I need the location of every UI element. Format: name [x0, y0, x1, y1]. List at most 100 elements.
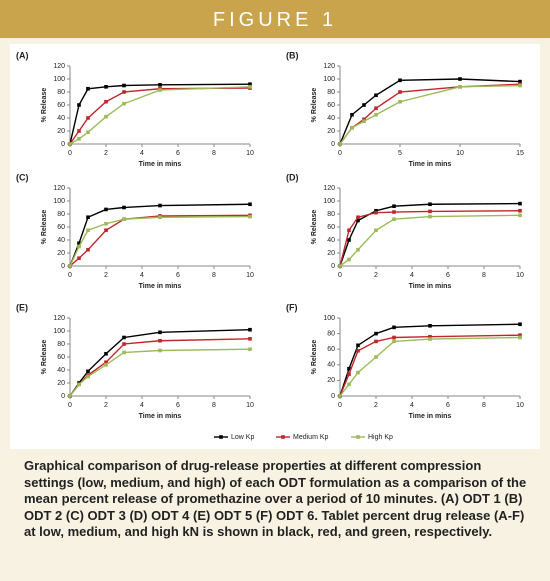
data-point: [392, 325, 396, 330]
data-point: [428, 202, 432, 207]
y-tick-label: 40: [327, 115, 335, 122]
x-tick-label: 0: [68, 272, 72, 279]
data-point: [398, 90, 402, 94]
caption: Graphical comparison of drug-release pro…: [24, 458, 527, 539]
data-point: [347, 257, 351, 262]
x-tick-label: 8: [212, 272, 216, 279]
y-axis-label: % Release: [311, 210, 318, 245]
data-point: [356, 218, 360, 223]
panel-label: (A): [16, 50, 29, 60]
legend-label: High Kp: [368, 434, 393, 441]
x-tick-label: 6: [446, 272, 450, 279]
data-point: [86, 116, 90, 120]
data-point: [122, 83, 126, 88]
data-point: [350, 112, 354, 117]
data-point: [104, 221, 108, 226]
panel-label: (D): [286, 172, 299, 182]
x-tick-label: 10: [516, 402, 524, 409]
y-tick-label: 40: [327, 237, 335, 244]
legend-marker: [356, 435, 360, 439]
legend-marker: [281, 435, 285, 439]
data-point: [77, 244, 81, 249]
y-tick-label: 60: [57, 224, 65, 231]
data-point: [428, 337, 432, 341]
x-tick-label: 6: [176, 402, 180, 409]
y-tick-label: 80: [57, 341, 65, 348]
y-tick-label: 20: [57, 128, 65, 135]
y-tick-label: 60: [57, 354, 65, 361]
data-point: [347, 382, 351, 387]
y-tick-label: 40: [57, 367, 65, 374]
y-tick-label: 60: [327, 102, 335, 109]
y-tick-label: 100: [323, 198, 335, 205]
data-point: [158, 338, 162, 343]
x-tick-label: 10: [246, 402, 254, 409]
x-tick-label: 10: [456, 150, 464, 157]
data-point: [122, 205, 126, 210]
x-tick-label: 2: [104, 402, 108, 409]
data-point: [374, 355, 378, 359]
data-point: [86, 215, 90, 220]
x-tick-label: 8: [212, 150, 216, 157]
data-point: [104, 114, 108, 119]
data-point: [122, 342, 126, 346]
data-point: [356, 343, 360, 348]
data-point: [428, 324, 432, 328]
y-tick-label: 60: [327, 346, 335, 353]
x-tick-label: 4: [410, 272, 414, 279]
data-point: [104, 207, 108, 212]
data-point: [122, 335, 126, 340]
x-tick-label: 2: [374, 272, 378, 279]
x-tick-label: 0: [338, 402, 342, 409]
x-tick-label: 4: [140, 150, 144, 157]
data-point: [398, 78, 402, 83]
y-tick-label: 120: [323, 63, 335, 70]
data-point: [158, 215, 162, 220]
x-tick-label: 10: [246, 272, 254, 279]
data-point: [347, 366, 351, 371]
x-axis-label: Time in mins: [409, 413, 452, 420]
data-point: [86, 130, 90, 135]
data-point: [77, 256, 81, 260]
data-point: [104, 363, 108, 367]
y-axis-label: % Release: [41, 210, 48, 245]
x-tick-label: 5: [398, 150, 402, 157]
x-axis-label: Time in mins: [139, 413, 182, 420]
figure-header: FIGURE 1: [0, 0, 550, 38]
panel-label: (B): [286, 50, 299, 60]
data-point: [392, 204, 396, 208]
data-point: [518, 79, 522, 84]
x-axis-label: Time in mins: [409, 283, 452, 290]
x-tick-label: 8: [212, 402, 216, 409]
data-point: [518, 335, 522, 340]
y-tick-label: 0: [331, 141, 335, 148]
x-tick-label: 4: [410, 402, 414, 409]
y-tick-label: 120: [53, 63, 65, 70]
data-point: [104, 351, 108, 356]
y-tick-label: 0: [61, 263, 65, 270]
data-point: [158, 203, 162, 208]
y-tick-label: 100: [53, 328, 65, 335]
x-tick-label: 0: [68, 402, 72, 409]
y-tick-label: 20: [57, 250, 65, 257]
data-point: [428, 334, 432, 339]
data-point: [68, 394, 72, 398]
legend-label: Low Kp: [231, 434, 254, 441]
data-point: [122, 101, 126, 106]
data-point: [122, 350, 126, 355]
data-point: [392, 335, 396, 340]
data-point: [77, 137, 81, 141]
data-point: [158, 88, 162, 92]
x-tick-label: 2: [374, 402, 378, 409]
y-tick-label: 40: [57, 115, 65, 122]
x-tick-label: 8: [482, 272, 486, 279]
x-tick-label: 10: [246, 150, 254, 157]
y-axis-label: % Release: [311, 88, 318, 123]
data-point: [374, 208, 378, 213]
data-point: [347, 228, 351, 233]
data-point: [374, 331, 378, 336]
y-tick-label: 100: [53, 76, 65, 83]
data-point: [392, 339, 396, 344]
y-tick-label: 20: [57, 380, 65, 387]
